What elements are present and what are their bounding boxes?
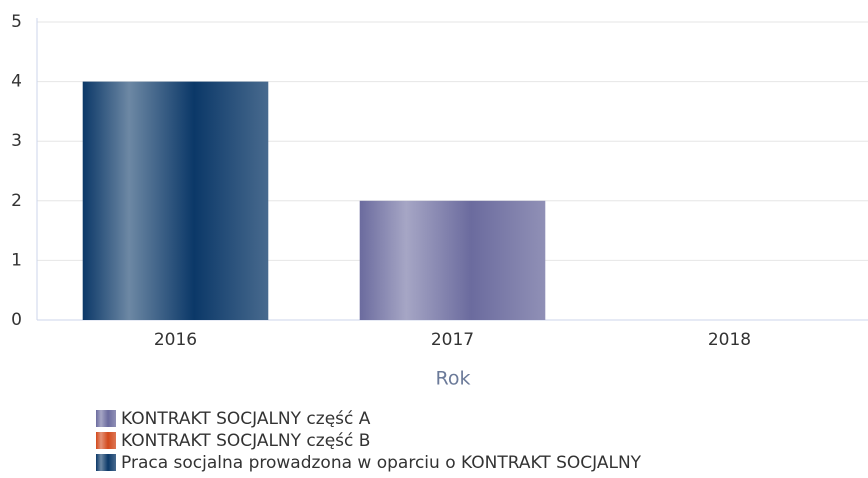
legend-swatch [96, 432, 116, 449]
x-tick-label: 2016 [154, 330, 197, 350]
y-tick-label: 4 [11, 72, 22, 92]
y-tick-label: 5 [11, 12, 22, 32]
legend-swatch [96, 454, 116, 471]
y-tick-label: 1 [11, 250, 22, 270]
bar [82, 81, 269, 320]
x-tick-label: 2017 [431, 330, 474, 350]
x-tick-label: 2018 [708, 330, 751, 350]
legend-swatch [96, 410, 116, 427]
legend-label: KONTRAKT SOCJALNY część A [121, 409, 371, 429]
legend-label: Praca socjalna prowadzona w oparciu o KO… [121, 453, 642, 473]
bar [359, 200, 546, 320]
y-tick-label: 3 [11, 131, 22, 151]
y-tick-label: 0 [11, 310, 22, 330]
legend-label: KONTRAKT SOCJALNY część B [121, 431, 370, 451]
x-axis-label: Rok [436, 368, 471, 390]
y-tick-label: 2 [11, 191, 22, 211]
